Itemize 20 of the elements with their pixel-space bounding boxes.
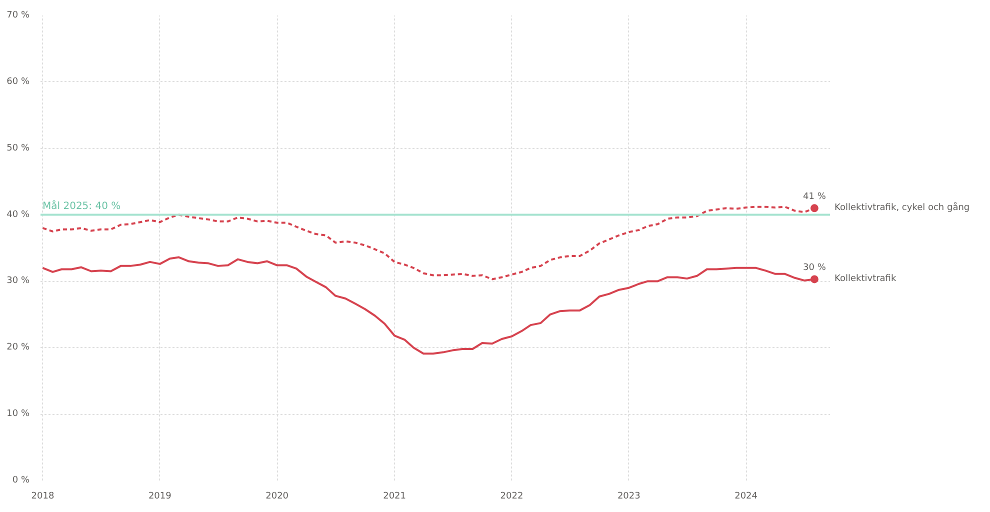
series-label: Kollektivtrafik	[834, 274, 897, 284]
y-tick-label: 50 %	[6, 143, 30, 154]
x-tick-label: 2021	[383, 492, 406, 502]
y-tick-label: 20 %	[6, 342, 30, 353]
data-label: 30 %	[803, 263, 826, 274]
ref-line-label: Mål 2025: 40 %	[42, 200, 121, 212]
y-tick-label: 0 %	[12, 476, 30, 486]
y-tick-label: 10 %	[6, 409, 30, 420]
x-tick-label: 2024	[734, 492, 758, 502]
x-tick-label: 2018	[31, 492, 54, 502]
x-tick-label: 2019	[148, 492, 172, 502]
x-tick-label: 2023	[617, 492, 640, 502]
y-tick-label: 30 %	[6, 276, 30, 286]
x-tick-label: 2020	[266, 492, 289, 502]
y-tick-label: 40 %	[6, 210, 30, 220]
series-label: Kollektivtrafik, cykel och gång	[834, 202, 970, 214]
x-tick-label: 2022	[500, 492, 524, 502]
data-label: 41 %	[803, 192, 826, 202]
y-tick-label: 60 %	[6, 76, 30, 87]
y-tick-label: 70 %	[6, 10, 30, 20]
